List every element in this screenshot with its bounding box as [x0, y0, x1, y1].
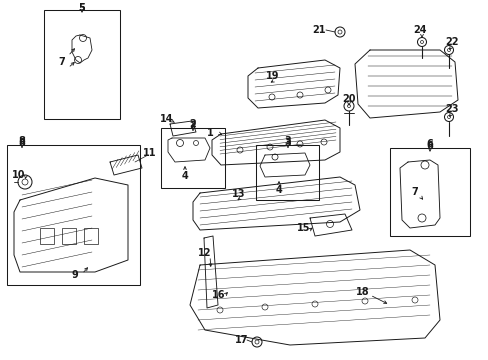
Text: 14: 14: [160, 114, 173, 124]
Text: 7: 7: [59, 57, 65, 67]
Text: 16: 16: [212, 290, 225, 300]
Text: 3: 3: [284, 138, 291, 148]
Text: 15: 15: [297, 223, 310, 233]
Bar: [62, 228, 76, 244]
Text: 19: 19: [265, 71, 279, 81]
Text: 24: 24: [412, 25, 426, 35]
Text: 20: 20: [342, 94, 355, 104]
Bar: [256, 145, 318, 200]
Bar: [161, 128, 224, 188]
Text: 4: 4: [275, 185, 282, 195]
Text: 1: 1: [206, 128, 213, 138]
Bar: [84, 228, 98, 244]
Bar: [40, 228, 54, 244]
Text: 10: 10: [12, 170, 26, 180]
Text: 21: 21: [312, 25, 325, 35]
Text: 11: 11: [143, 148, 157, 158]
Text: 22: 22: [445, 37, 458, 47]
Text: 5: 5: [79, 3, 85, 13]
Text: 9: 9: [71, 270, 78, 280]
Text: 8: 8: [19, 136, 25, 146]
Text: 23: 23: [445, 104, 458, 114]
Text: 8: 8: [19, 138, 25, 148]
Text: 5: 5: [79, 3, 85, 13]
Text: 4: 4: [181, 171, 188, 181]
Bar: [389, 148, 469, 236]
Text: 2: 2: [189, 119, 196, 129]
Text: 13: 13: [232, 189, 245, 199]
Text: 6: 6: [426, 141, 432, 151]
Text: 17: 17: [235, 335, 248, 345]
Bar: [44, 10, 120, 119]
Text: 7: 7: [411, 187, 418, 197]
Text: 6: 6: [426, 139, 432, 149]
Text: 2: 2: [189, 121, 196, 131]
Text: 3: 3: [284, 136, 291, 146]
Text: 18: 18: [355, 287, 369, 297]
Bar: [7, 145, 140, 285]
Text: 12: 12: [198, 248, 211, 258]
